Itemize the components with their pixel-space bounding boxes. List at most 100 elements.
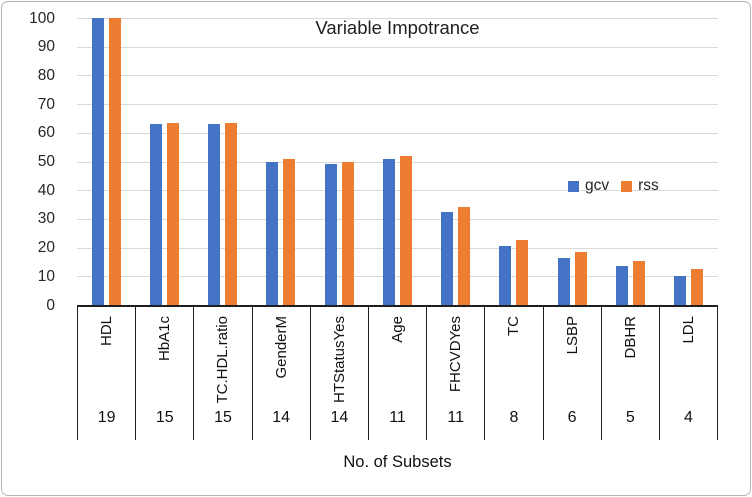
gridline-70 <box>77 104 718 106</box>
legend-label-rss: rss <box>638 177 659 194</box>
bar-gcv-TC <box>499 246 512 305</box>
category-cell-Age: Age 11 <box>367 307 426 440</box>
y-tick-label-50: 50 <box>37 153 55 170</box>
bar-group-TC.HDL.ratio <box>194 18 252 305</box>
bar-gcv-GenderM <box>266 161 279 305</box>
bar-gcv-TC.HDL.ratio <box>208 124 221 305</box>
category-cell-TC: TC 8 <box>484 307 542 440</box>
x-axis-title: No. of Subsets <box>343 453 452 471</box>
y-tick-label-70: 70 <box>37 95 55 113</box>
bar-rss-LSBP <box>574 251 587 305</box>
gridline-10 <box>77 276 718 278</box>
legend-item-gcv: gcv <box>568 177 609 195</box>
y-tick-label-90: 90 <box>37 38 55 56</box>
bar-group-DBHR <box>601 18 659 305</box>
category-label-LDL: LDL <box>679 316 697 344</box>
bar-series-container <box>77 18 718 305</box>
gridline-80 <box>77 75 718 77</box>
bar-rss-GenderM <box>283 158 296 305</box>
category-cell-GenderM: GenderM 14 <box>251 307 310 440</box>
legend-swatch-gcv <box>568 180 579 192</box>
bar-gcv-Age <box>382 158 395 305</box>
bar-group-Age <box>368 18 426 305</box>
bar-rss-HbA1c <box>166 122 179 305</box>
bar-group-LDL <box>660 18 718 305</box>
category-label-FHCVDYes: FHCVDYes <box>447 316 465 393</box>
y-tick-label-40: 40 <box>37 181 55 199</box>
category-label-Age: Age <box>389 316 407 343</box>
bar-rss-LDL <box>691 269 704 305</box>
category-cell-HDL: HDL 19 <box>77 307 135 440</box>
bar-rss-Age <box>399 155 412 305</box>
category-cell-LDL: LDL 4 <box>658 307 719 440</box>
legend-item-rss: rss <box>621 177 659 195</box>
y-tick-label-60: 60 <box>37 124 55 142</box>
bar-rss-DBHR <box>633 260 646 305</box>
category-cell-FHCVDYes: FHCVDYes 11 <box>426 307 484 440</box>
bar-gcv-LSBP <box>557 257 570 305</box>
bar-rss-TC.HDL.ratio <box>225 122 238 305</box>
category-cell-HTStatusYes: HTStatusYes 14 <box>309 307 368 440</box>
bar-gcv-DBHR <box>616 266 629 305</box>
bar-gcv-HTStatusYes <box>324 164 337 305</box>
category-cell-DBHR: DBHR 5 <box>600 307 659 440</box>
gridline-60 <box>77 132 718 134</box>
subset-count-GenderM: 14 <box>272 409 291 426</box>
category-cell-LSBP: LSBP 6 <box>542 307 601 440</box>
subset-count-HTStatusYes: 14 <box>330 409 349 426</box>
plot-area <box>77 18 718 305</box>
category-cell-TC.HDL.ratio: TC.HDL.ratio 15 <box>193 307 251 440</box>
gridline-50 <box>77 161 718 163</box>
gridline-90 <box>77 46 718 48</box>
subset-count-Age: 11 <box>389 409 406 426</box>
subset-count-TC: 8 <box>509 409 519 426</box>
gridline-30 <box>77 218 718 220</box>
category-label-HbA1c: HbA1c <box>156 316 174 362</box>
category-label-TC.HDL.ratio: TC.HDL.ratio <box>214 316 232 404</box>
chart-title: Variable Impotrance <box>315 17 480 38</box>
bar-gcv-HbA1c <box>149 124 162 305</box>
category-label-GenderM: GenderM <box>272 316 290 379</box>
category-label-TC: TC <box>505 316 523 336</box>
category-label-LSBP: LSBP <box>563 316 581 355</box>
bar-group-TC <box>485 18 543 305</box>
subset-count-LDL: 4 <box>684 409 693 426</box>
bar-rss-HTStatusYes <box>341 161 354 305</box>
subset-count-FHCVDYes: 11 <box>447 409 465 426</box>
gridline-40 <box>77 190 718 192</box>
bar-group-GenderM <box>252 18 310 305</box>
bar-group-LSBP <box>543 18 601 305</box>
bar-group-HDL <box>77 18 135 305</box>
bar-gcv-LDL <box>674 276 687 305</box>
y-tick-label-20: 20 <box>37 239 55 257</box>
gridline-100 <box>77 18 718 19</box>
subset-count-DBHR: 5 <box>625 409 635 426</box>
bar-group-HTStatusYes <box>310 18 368 305</box>
bar-rss-FHCVDYes <box>458 207 471 305</box>
bar-rss-TC <box>516 240 529 305</box>
legend-swatch-rss <box>621 180 633 192</box>
legend: gcv rss <box>568 177 659 195</box>
y-tick-label-100: 100 <box>29 9 55 27</box>
category-cell-HbA1c: HbA1c 15 <box>135 307 193 440</box>
bar-group-HbA1c <box>135 18 193 305</box>
gridline-20 <box>77 247 718 249</box>
category-label-DBHR: DBHR <box>621 316 639 359</box>
y-axis: 0 10 20 30 40 50 60 70 80 90 100 <box>0 10 66 314</box>
y-tick-label-80: 80 <box>37 66 55 84</box>
subset-count-HbA1c: 15 <box>155 409 174 426</box>
category-axis-table: HDL 19 HbA1c 15 TC.HDL.ratio 15 GenderM 14 HTSta… <box>77 305 719 440</box>
y-tick-label-0: 0 <box>46 296 55 314</box>
category-label-HDL: HDL <box>98 316 116 347</box>
subset-count-LSBP: 6 <box>567 409 577 426</box>
y-tick-label-10: 10 <box>37 267 55 285</box>
bar-group-FHCVDYes <box>427 18 485 305</box>
y-tick-label-30: 30 <box>37 210 55 228</box>
bar-rss-HDL <box>108 18 121 305</box>
bar-gcv-FHCVDYes <box>441 211 454 305</box>
legend-label-gcv: gcv <box>585 177 610 194</box>
bar-gcv-HDL <box>91 18 104 305</box>
subset-count-TC.HDL.ratio: 15 <box>214 409 232 426</box>
subset-count-HDL: 19 <box>97 409 116 426</box>
